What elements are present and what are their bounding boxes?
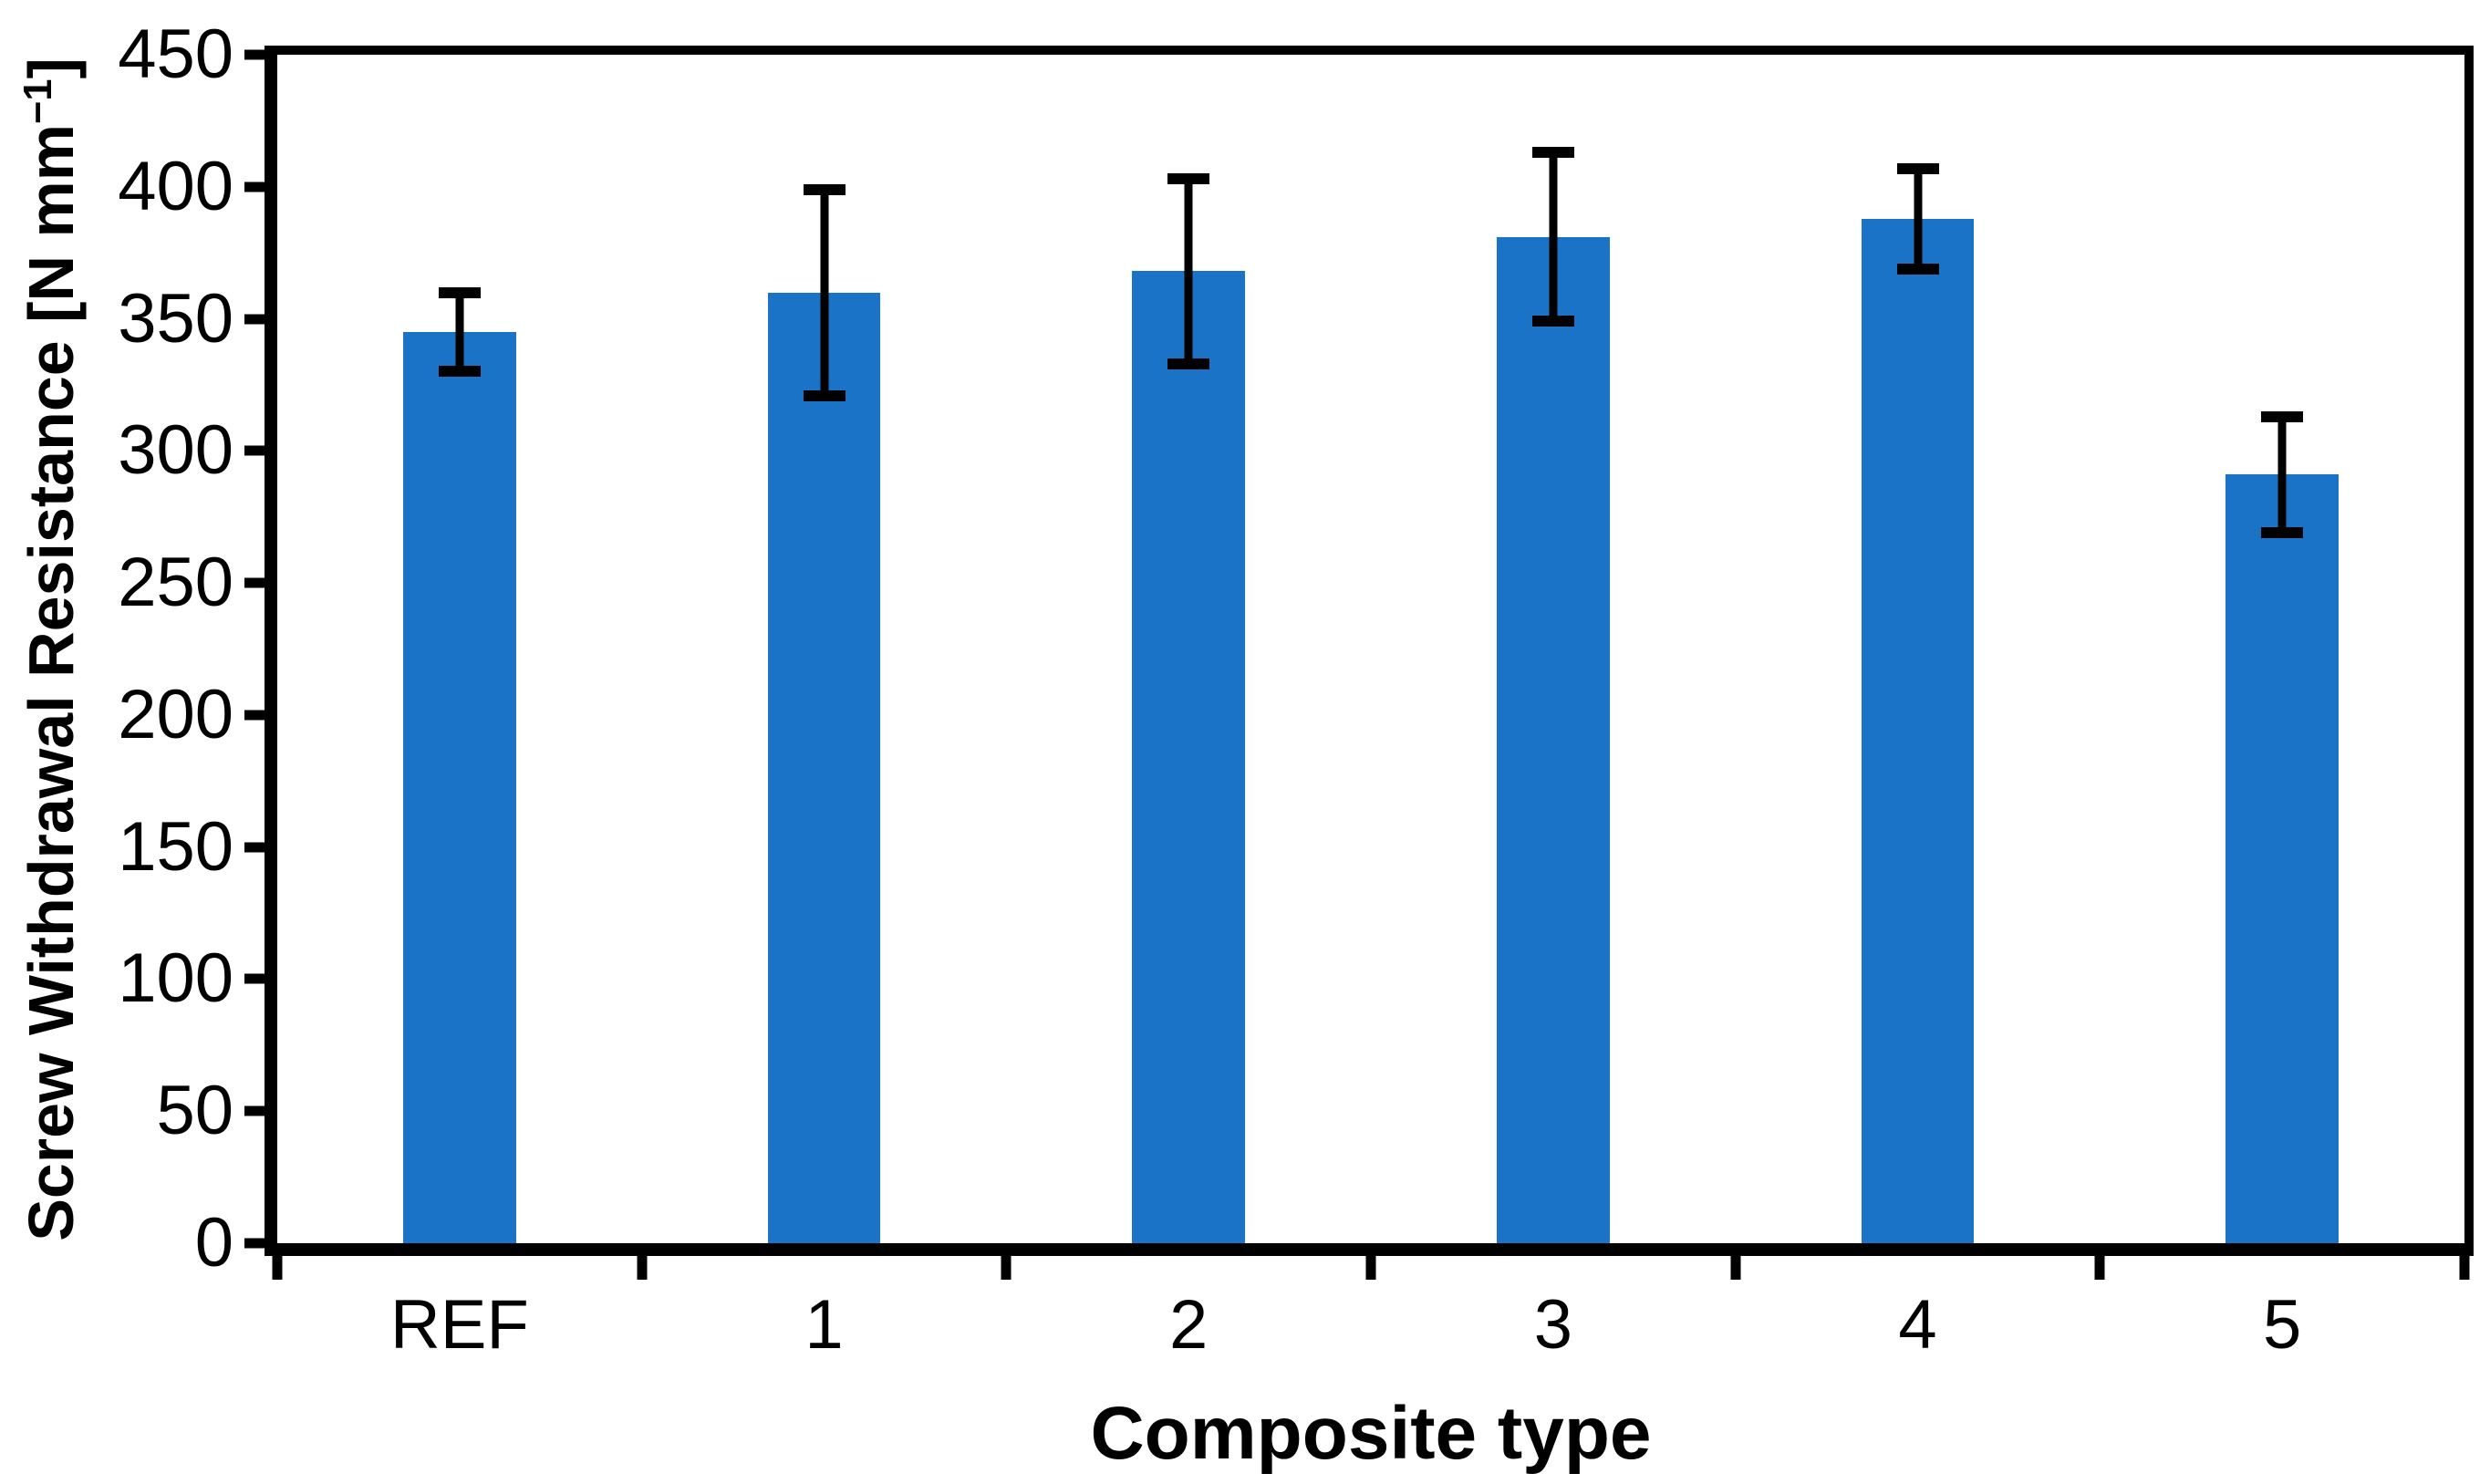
error-bar-4 [1896, 162, 1939, 275]
error-bar-2 [1167, 173, 1210, 369]
x-category-label-2: 2 [1169, 1286, 1209, 1364]
y-axis-tick-label: 450 [118, 16, 233, 93]
error-bar-ref [438, 286, 481, 378]
y-axis-title-text: Screw Withdrawal Resistance [N mm [16, 123, 88, 1241]
y-axis-tick [244, 710, 265, 721]
error-bar-line [1914, 168, 1922, 269]
plot-inner: Screw Withdrawal Resistance [N mm−1] Com… [16, 20, 2470, 1471]
x-axis-tick [1365, 1256, 1376, 1280]
x-axis-tick [2459, 1256, 2470, 1280]
error-bar-cap-bottom [2261, 527, 2304, 539]
error-bar-cap-bottom [1896, 263, 1939, 275]
error-bar-3 [1531, 147, 1574, 327]
error-bar-1 [803, 183, 846, 401]
bar-5 [2225, 474, 2340, 1243]
error-bar-5 [2261, 410, 2304, 539]
error-bar-cap-bottom [1531, 316, 1574, 327]
error-bar-cap-top [438, 286, 481, 298]
error-bar-cap-top [1167, 173, 1210, 185]
y-axis-tick [244, 973, 265, 984]
bar-2 [1132, 271, 1246, 1243]
error-bar-line [820, 189, 828, 396]
x-category-label-ref: REF [389, 1286, 529, 1364]
y-axis-tick [244, 314, 265, 325]
error-bar-cap-bottom [438, 366, 481, 378]
y-axis-tick [244, 49, 265, 60]
bar-1 [767, 292, 881, 1243]
bar-3 [1496, 236, 1610, 1243]
y-axis-title: Screw Withdrawal Resistance [N mm−1] [16, 57, 87, 1241]
y-axis-tick-label: 200 [118, 675, 233, 753]
bar-ref [402, 332, 516, 1243]
error-bar-cap-bottom [1167, 358, 1210, 369]
y-axis-tick [244, 577, 265, 588]
x-category-label-4: 4 [1898, 1286, 1937, 1364]
x-axis-title: Composite type [1090, 1392, 1652, 1475]
x-category-label-1: 1 [804, 1286, 844, 1364]
error-bar-line [2277, 416, 2287, 534]
y-axis-tick [244, 182, 265, 192]
y-axis-title-suffix: ] [16, 57, 88, 79]
x-axis-tick [1001, 1256, 1012, 1280]
bar-4 [1861, 218, 1975, 1243]
x-category-label-5: 5 [2263, 1286, 2302, 1364]
y-axis-tick-label: 300 [118, 411, 233, 490]
y-axis-tick [244, 1238, 265, 1249]
x-axis-tick [637, 1256, 648, 1280]
error-bar-line [1549, 152, 1558, 322]
error-bar-cap-top [1531, 147, 1574, 159]
y-axis-tick-label: 250 [118, 544, 233, 622]
y-axis-tick [244, 1105, 265, 1116]
y-axis-tick-label: 50 [156, 1072, 233, 1150]
error-bar-cap-bottom [803, 389, 846, 401]
x-axis-tick [2094, 1256, 2105, 1280]
plot-area: Screw Withdrawal Resistance [N mm−1] Com… [16, 20, 2474, 1471]
y-axis-tick [244, 445, 265, 456]
error-bar-cap-top [2261, 410, 2304, 422]
error-bar-cap-top [803, 183, 846, 195]
y-axis-title-superscript: −1 [16, 78, 60, 124]
error-bar-cap-top [1896, 162, 1939, 174]
y-axis-tick [244, 842, 265, 853]
error-bar-line [455, 292, 464, 372]
y-axis-tick-label: 0 [194, 1204, 233, 1282]
y-axis-tick-label: 100 [118, 939, 233, 1018]
error-bar-line [1184, 179, 1193, 364]
x-axis-tick [272, 1256, 283, 1280]
y-axis-tick-label: 400 [118, 147, 233, 225]
y-axis-tick-label: 350 [118, 279, 233, 358]
x-category-label-3: 3 [1533, 1286, 1572, 1364]
x-axis-tick [1730, 1256, 1741, 1280]
y-axis-tick-label: 150 [118, 807, 233, 886]
